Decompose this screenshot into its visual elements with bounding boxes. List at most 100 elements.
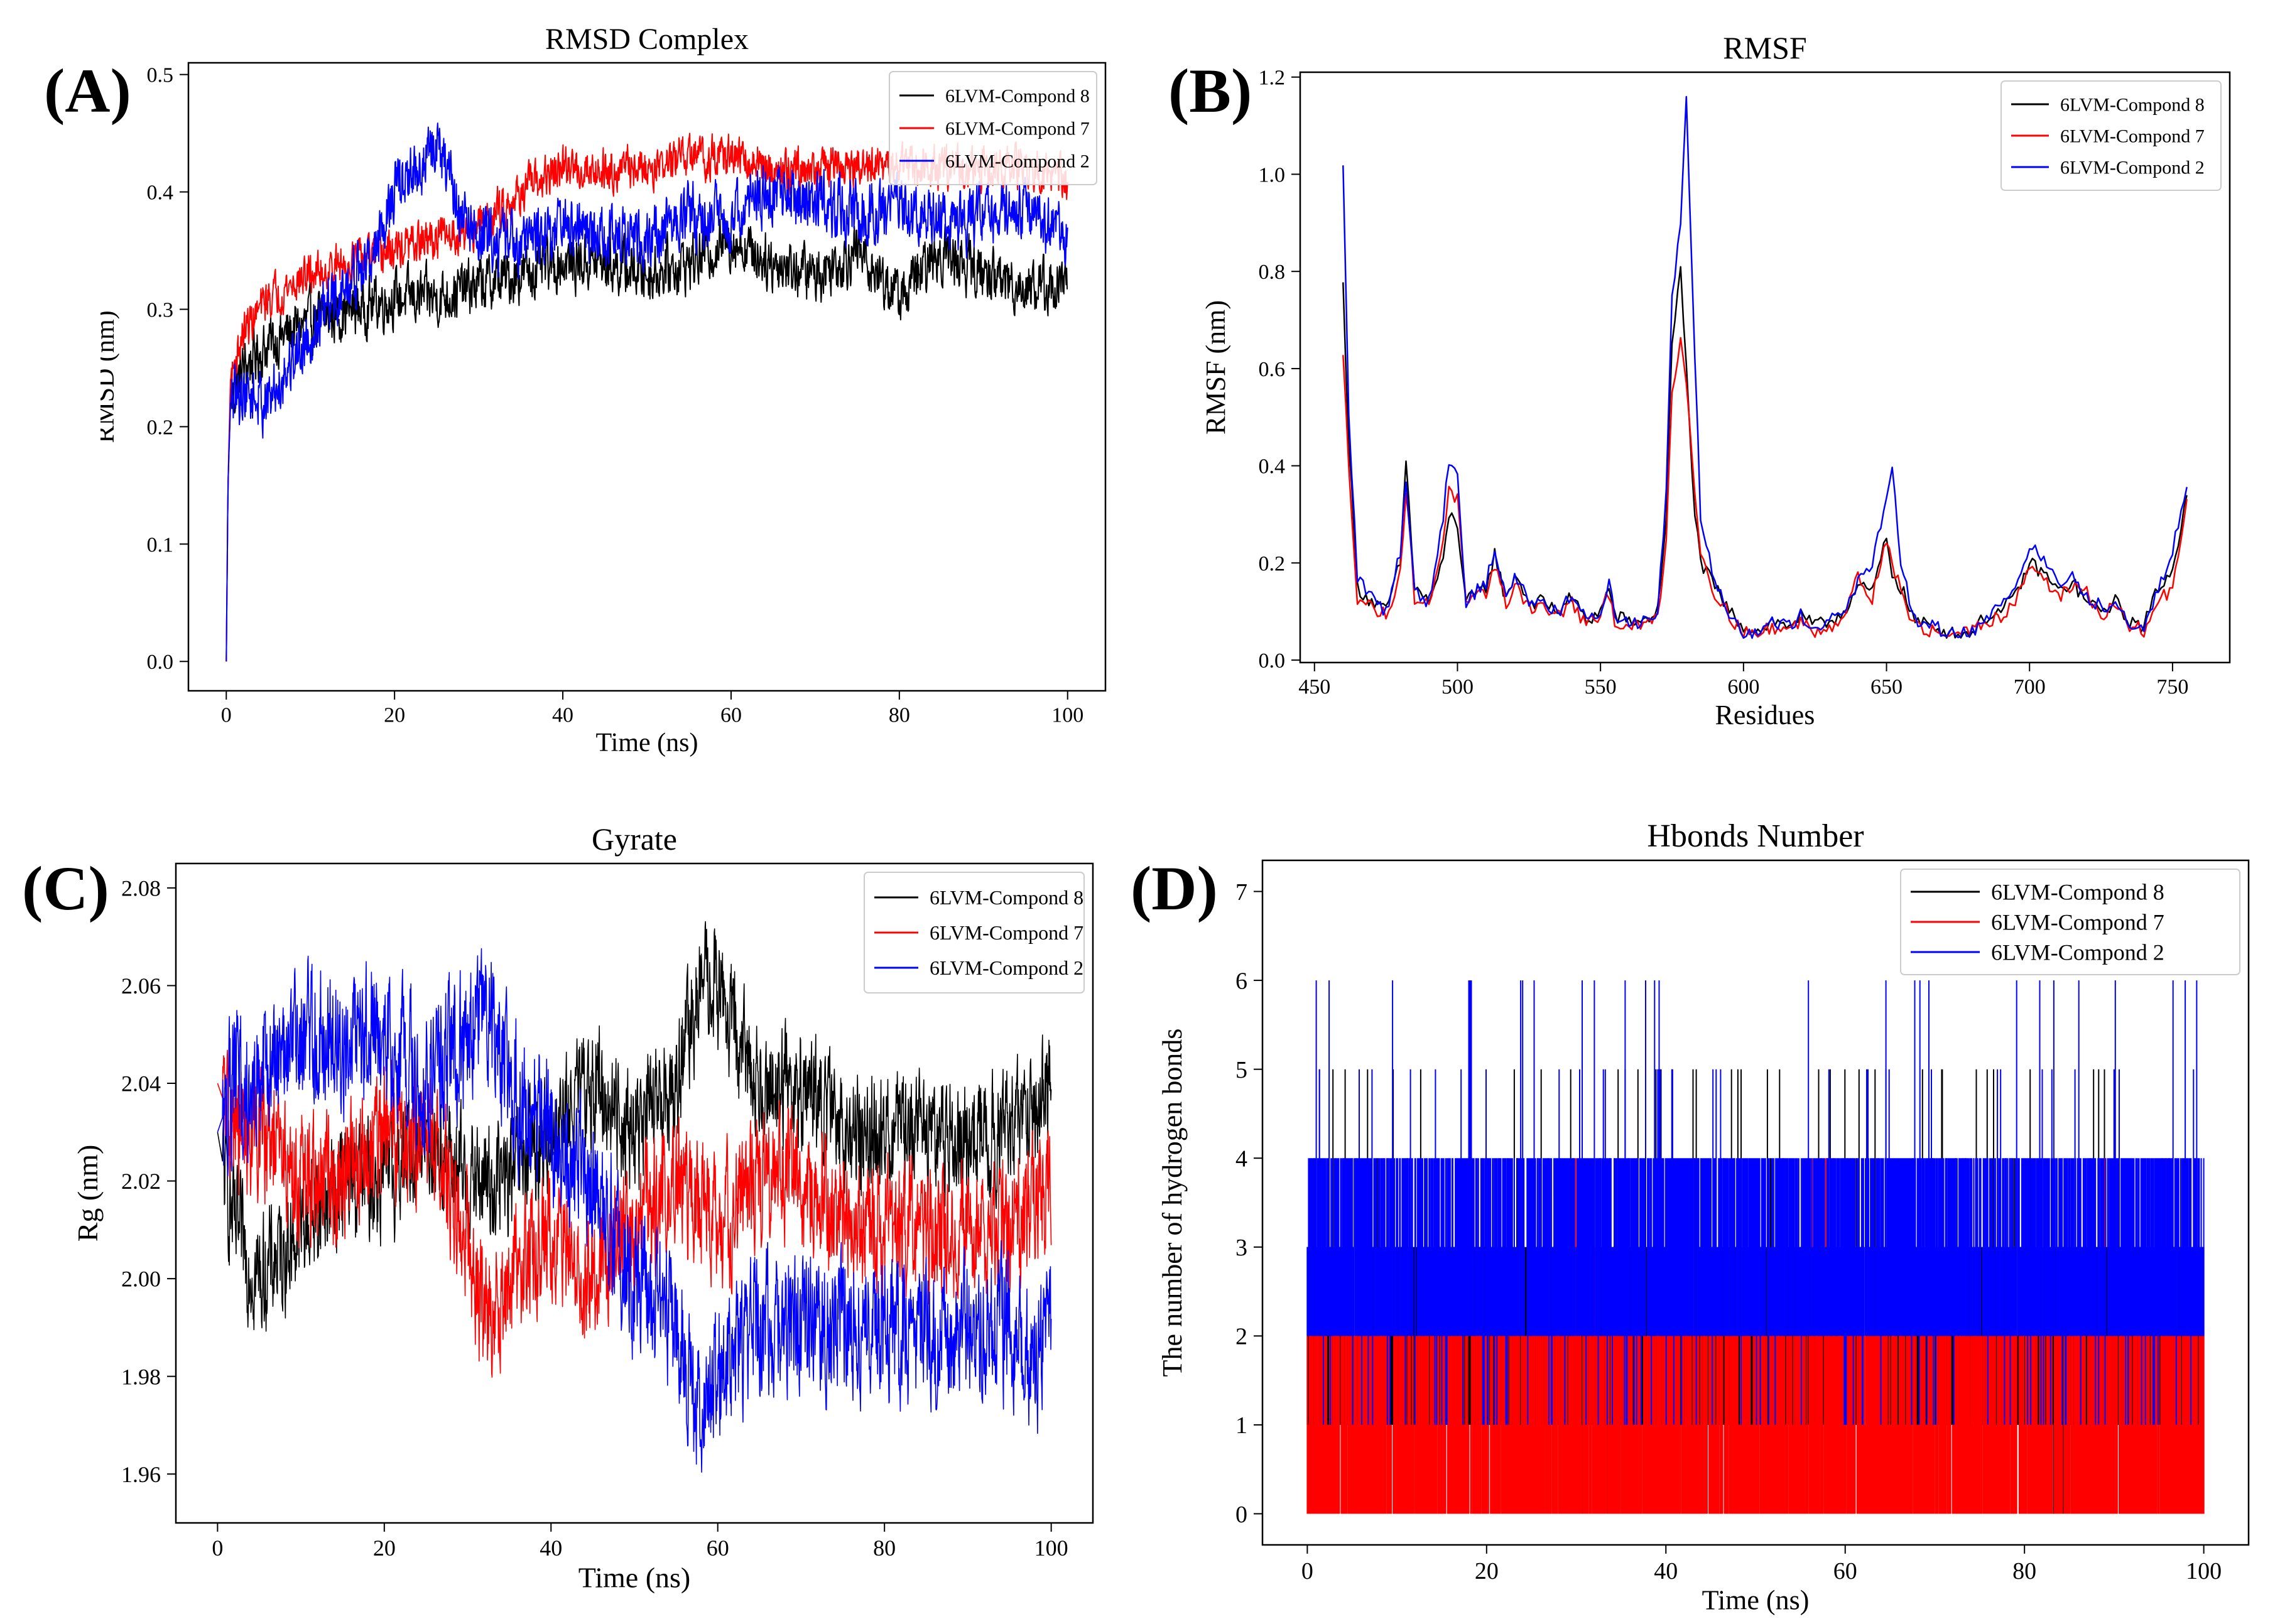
legend-b: 6LVM-Compond 8 6LVM-Compond 7 6LVM-Compond… <box>2000 80 2222 191</box>
y-tick-label-d: 0 <box>1235 1502 1247 1528</box>
legend-box-b <box>2000 80 2222 191</box>
x-tick-label-a: 40 <box>552 704 573 727</box>
legend-a: 6LVM-Compond 8 6LVM-Compond 7 6LVM-Compond… <box>889 71 1097 185</box>
y-tick-label-c: 2.04 <box>121 1071 161 1096</box>
x-tick-label-d: 20 <box>1475 1558 1499 1584</box>
x-tick-label-a: 0 <box>221 704 232 727</box>
series-line-b-2 <box>1342 95 2188 639</box>
plot-frame-a <box>187 62 1107 692</box>
x-tick-label-d: 40 <box>1654 1558 1678 1584</box>
legend-box-a <box>889 71 1097 185</box>
y-tick-label-d: 2 <box>1235 1324 1247 1350</box>
y-axis-label-a: RMSD (nm) <box>100 310 120 443</box>
series-group-c <box>217 921 1052 1473</box>
plot-frame-d <box>1261 859 2250 1546</box>
legend-label-a-2: 6LVM-Compond 2 <box>945 151 1090 172</box>
x-axis-label-c: Time (ns) <box>578 1561 691 1593</box>
legend-label-c-1: 6LVM-Compond 7 <box>930 921 1083 944</box>
y-tick-label-b: 0.2 <box>1259 552 1286 575</box>
rmsf-chart: RMSF 450 500 550 600 650 700 750 0.0 0.2 0.4 0.6 0.8… <box>1200 30 2231 730</box>
x-tick-label-c: 0 <box>212 1535 223 1561</box>
x-axis-label-a: Time (ns) <box>596 728 698 757</box>
y-tick-label-c: 2.02 <box>121 1169 161 1194</box>
y-tick-label-c: 2.08 <box>121 875 161 901</box>
panel-label-d: (D) <box>1131 853 1218 923</box>
series-group-b <box>1342 95 2188 639</box>
legend-label-d-2: 6LVM-Compond 2 <box>1991 940 2164 965</box>
x-tick-label-b: 750 <box>2156 676 2188 699</box>
y-tick-label-d: 1 <box>1235 1412 1247 1439</box>
x-tick-label-c: 60 <box>707 1535 729 1561</box>
panel-label-b: (B) <box>1168 56 1252 126</box>
y-tick-label-c: 1.96 <box>121 1462 161 1487</box>
x-tick-label-a: 60 <box>720 704 742 727</box>
legend-label-b-0: 6LVM-Compond 8 <box>2060 95 2205 116</box>
x-tick-label-c: 20 <box>373 1535 396 1561</box>
x-tick-label-c: 40 <box>540 1535 562 1561</box>
legend-label-d-0: 6LVM-Compond 8 <box>1991 880 2164 905</box>
y-tick-label-b: 0.0 <box>1259 649 1286 673</box>
y-tick-label-b: 0.8 <box>1259 261 1286 284</box>
y-tick-label-b: 1.2 <box>1259 67 1286 90</box>
y-tick-label-a: 0.2 <box>147 416 174 439</box>
series-line-b-1 <box>1342 337 2188 639</box>
y-tick-label-a: 0.5 <box>147 64 174 87</box>
y-tick-label-a: 0.0 <box>147 651 174 674</box>
legend-label-c-2: 6LVM-Compond 2 <box>930 956 1083 979</box>
gyrate-chart: Gyrate 0 20 40 60 80 100 1.96 1.98 2.00 2.02 2.04 2.… <box>72 821 1094 1593</box>
y-tick-label-a: 0.3 <box>147 298 174 322</box>
y-tick-label-b: 0.6 <box>1259 358 1286 381</box>
legend-c: 6LVM-Compond 8 6LVM-Compond 7 6LVM-Compond… <box>864 872 1085 993</box>
y-tick-label-d: 5 <box>1235 1057 1247 1083</box>
y-tick-label-c: 2.06 <box>121 973 161 999</box>
x-tick-label-a: 20 <box>384 704 405 727</box>
panel-label-a: (A) <box>44 56 131 126</box>
series-group-a <box>225 122 1068 662</box>
y-axis-label-b: RMSF (nm) <box>1200 300 1231 435</box>
x-axis-label-b: Residues <box>1715 700 1815 730</box>
x-tick-label-b: 700 <box>2014 676 2046 699</box>
chart-title-b: RMSF <box>1723 30 1806 65</box>
legend-label-b-1: 6LVM-Compond 7 <box>2060 126 2205 147</box>
x-axis-label-d: Time (ns) <box>1702 1584 1810 1615</box>
x-tick-label-b: 600 <box>1727 676 1759 699</box>
legend-box-d <box>1900 869 2240 975</box>
x-tick-label-a: 100 <box>1051 704 1083 727</box>
y-tick-label-a: 0.1 <box>147 533 174 556</box>
x-tick-label-b: 450 <box>1298 676 1330 699</box>
x-tick-label-d: 100 <box>2186 1558 2222 1584</box>
x-tick-label-c: 100 <box>1034 1535 1068 1561</box>
y-tick-label-d: 3 <box>1235 1235 1247 1261</box>
x-tick-label-b: 550 <box>1585 676 1617 699</box>
series-line-d-2 <box>1306 980 2205 1425</box>
chart-title-c: Gyrate <box>592 821 677 857</box>
y-tick-label-d: 6 <box>1235 968 1247 994</box>
series-line-c-0 <box>217 921 1052 1332</box>
panel-label-c: (C) <box>22 853 109 923</box>
legend-label-c-0: 6LVM-Compond 8 <box>930 886 1083 909</box>
chart-title-d: Hbonds Number <box>1647 818 1864 854</box>
plot-frame-c <box>175 862 1094 1524</box>
series-line-b-0 <box>1342 266 2188 639</box>
series-line-a-0 <box>225 218 1068 662</box>
legend-label-d-1: 6LVM-Compond 7 <box>1991 910 2164 935</box>
y-tick-label-d: 4 <box>1235 1146 1247 1172</box>
x-tick-label-d: 0 <box>1301 1558 1313 1584</box>
legend-box-c <box>864 872 1085 993</box>
x-tick-label-b: 650 <box>1870 676 1903 699</box>
hbonds-number-chart: Hbonds Number 0 20 40 60 80 100 0 1 2 3 4 5 6 7 Time (n… <box>1157 818 2250 1615</box>
x-tick-label-a: 80 <box>889 704 910 727</box>
legend-label-a-0: 6LVM-Compond 8 <box>945 86 1090 107</box>
rmsd-complex-chart: RMSD Complex 0 20 40 60 80 100 0.0 0.1 0.2 0.3 0.4 0… <box>100 23 1107 757</box>
y-tick-label-c: 2.00 <box>121 1267 161 1292</box>
legend-label-b-2: 6LVM-Compond 2 <box>2060 158 2205 178</box>
y-tick-label-a: 0.4 <box>147 181 174 205</box>
chart-title-a: RMSD Complex <box>545 23 749 56</box>
series-group-d <box>1306 980 2205 1514</box>
y-tick-label-b: 0.4 <box>1259 455 1286 479</box>
x-tick-label-d: 80 <box>2012 1558 2036 1584</box>
y-tick-label-c: 1.98 <box>121 1364 161 1389</box>
series-line-c-2 <box>217 948 1052 1473</box>
y-axis-label-c: Rg (nm) <box>72 1145 104 1242</box>
